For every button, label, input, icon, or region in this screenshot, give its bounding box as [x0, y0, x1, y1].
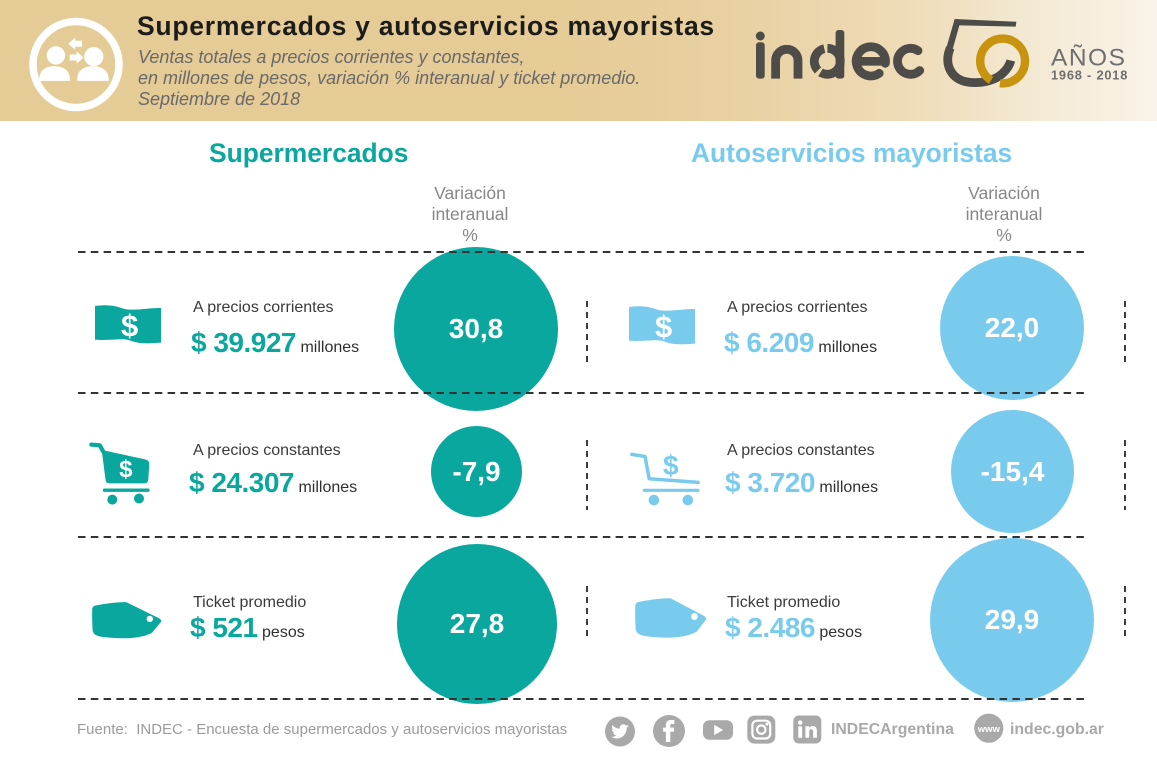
- svg-text:1968 - 2018: 1968 - 2018: [1051, 68, 1128, 83]
- svg-text:AÑOS: AÑOS: [1051, 45, 1126, 72]
- svg-text:www: www: [977, 724, 1001, 735]
- svg-text:$: $: [663, 450, 679, 481]
- svg-text:$: $: [119, 456, 133, 483]
- svg-text:$: $: [121, 308, 138, 343]
- svg-text:$: $: [655, 309, 672, 344]
